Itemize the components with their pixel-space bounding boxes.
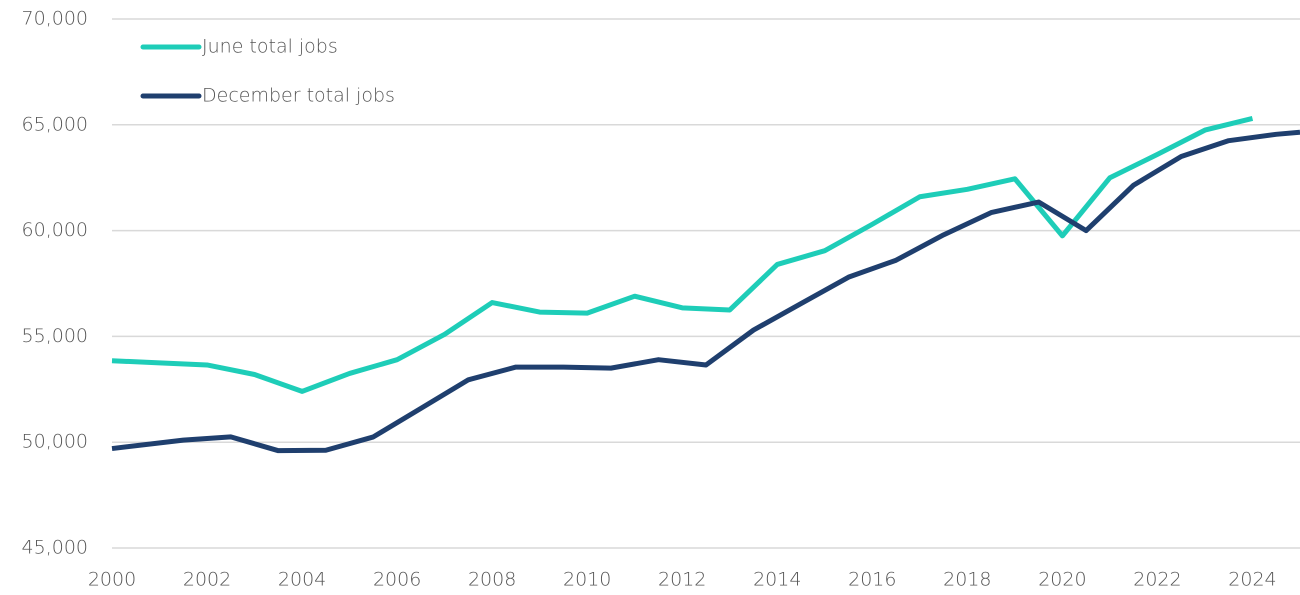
x-tick-label: 2012 xyxy=(658,569,706,591)
x-tick-label: 2014 xyxy=(753,569,801,591)
line-series xyxy=(111,116,1254,394)
x-tick-label: 2024 xyxy=(1228,569,1276,591)
y-tick-label: 55,000 xyxy=(22,325,88,347)
legend-label: June total jobs xyxy=(202,36,338,58)
x-tick-label: 2000 xyxy=(88,569,136,591)
y-tick-label: 50,000 xyxy=(22,431,88,453)
x-tick-label: 2004 xyxy=(278,569,326,591)
legend-label: December total jobs xyxy=(202,85,395,107)
y-tick-label: 70,000 xyxy=(22,8,88,30)
x-tick-label: 2006 xyxy=(373,569,421,591)
y-tick-label: 60,000 xyxy=(22,219,88,241)
x-tick-label: 2008 xyxy=(468,569,516,591)
y-tick-label: 45,000 xyxy=(22,537,88,559)
x-tick-label: 2002 xyxy=(183,569,231,591)
x-tick-label: 2016 xyxy=(848,569,896,591)
x-tick-label: 2022 xyxy=(1133,569,1181,591)
x-tick-label: 2020 xyxy=(1038,569,1086,591)
y-tick-label: 65,000 xyxy=(22,113,88,135)
x-tick-label: 2018 xyxy=(943,569,991,591)
x-tick-label: 2010 xyxy=(563,569,611,591)
line-series xyxy=(111,129,1300,454)
